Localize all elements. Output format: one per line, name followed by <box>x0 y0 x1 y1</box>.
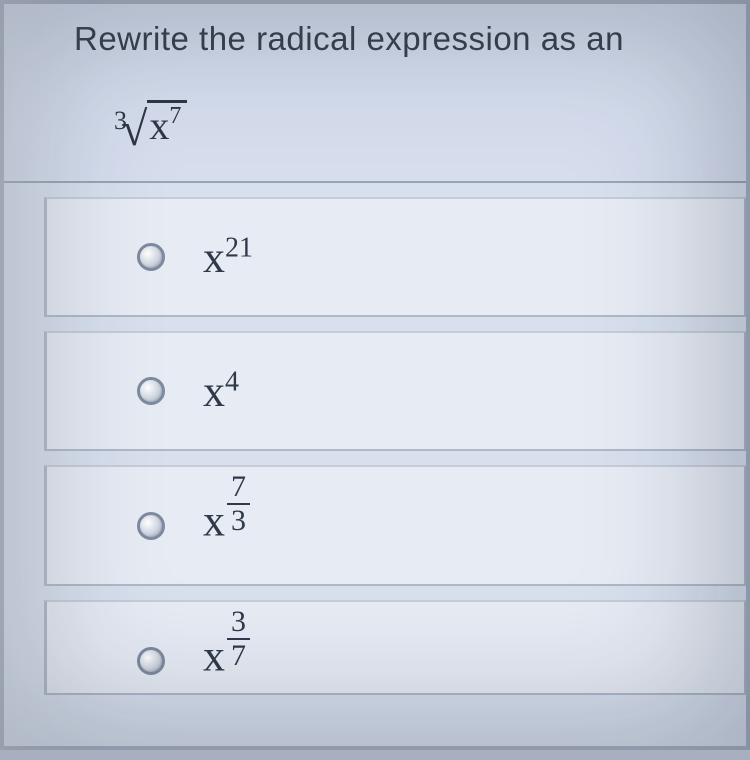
radio-icon[interactable] <box>137 377 165 405</box>
option-c-fraction: 73 <box>227 471 250 536</box>
option-d-den: 7 <box>227 640 250 672</box>
option-b-exponent: 4 <box>225 366 239 397</box>
option-a-label: x21 <box>203 232 253 283</box>
option-a[interactable]: x21 <box>44 197 746 317</box>
option-c-num: 7 <box>227 471 250 505</box>
radio-icon[interactable] <box>137 243 165 271</box>
radical-symbol: √ <box>121 103 147 156</box>
option-a-base: x <box>203 233 225 282</box>
radio-icon[interactable] <box>137 647 165 675</box>
option-a-exponent: 21 <box>225 232 253 263</box>
option-c-base: x <box>203 497 225 546</box>
option-d-label: x37 <box>203 628 250 693</box>
option-b[interactable]: x4 <box>44 331 746 451</box>
option-b-base: x <box>203 367 225 416</box>
radicand-exponent: 7 <box>169 103 181 129</box>
option-d-base: x <box>203 632 225 681</box>
option-d-fraction: 37 <box>227 606 250 671</box>
question-prompt: Rewrite the radical expression as an <box>74 20 718 58</box>
option-c-label: x73 <box>203 493 250 558</box>
option-c-den: 3 <box>227 505 250 537</box>
options-list: x21 x4 x73 x37 <box>4 183 746 695</box>
option-d-num: 3 <box>227 606 250 640</box>
radicand: x7 <box>147 100 187 148</box>
radio-icon[interactable] <box>137 512 165 540</box>
option-b-label: x4 <box>203 366 239 417</box>
quiz-panel: Rewrite the radical expression as an 3√x… <box>0 0 750 760</box>
option-c[interactable]: x73 <box>44 465 746 586</box>
radicand-base: x <box>149 103 169 148</box>
question-area: Rewrite the radical expression as an 3√x… <box>4 4 746 183</box>
option-d[interactable]: x37 <box>44 600 746 695</box>
radical-expression: 3√x7 <box>114 98 718 153</box>
